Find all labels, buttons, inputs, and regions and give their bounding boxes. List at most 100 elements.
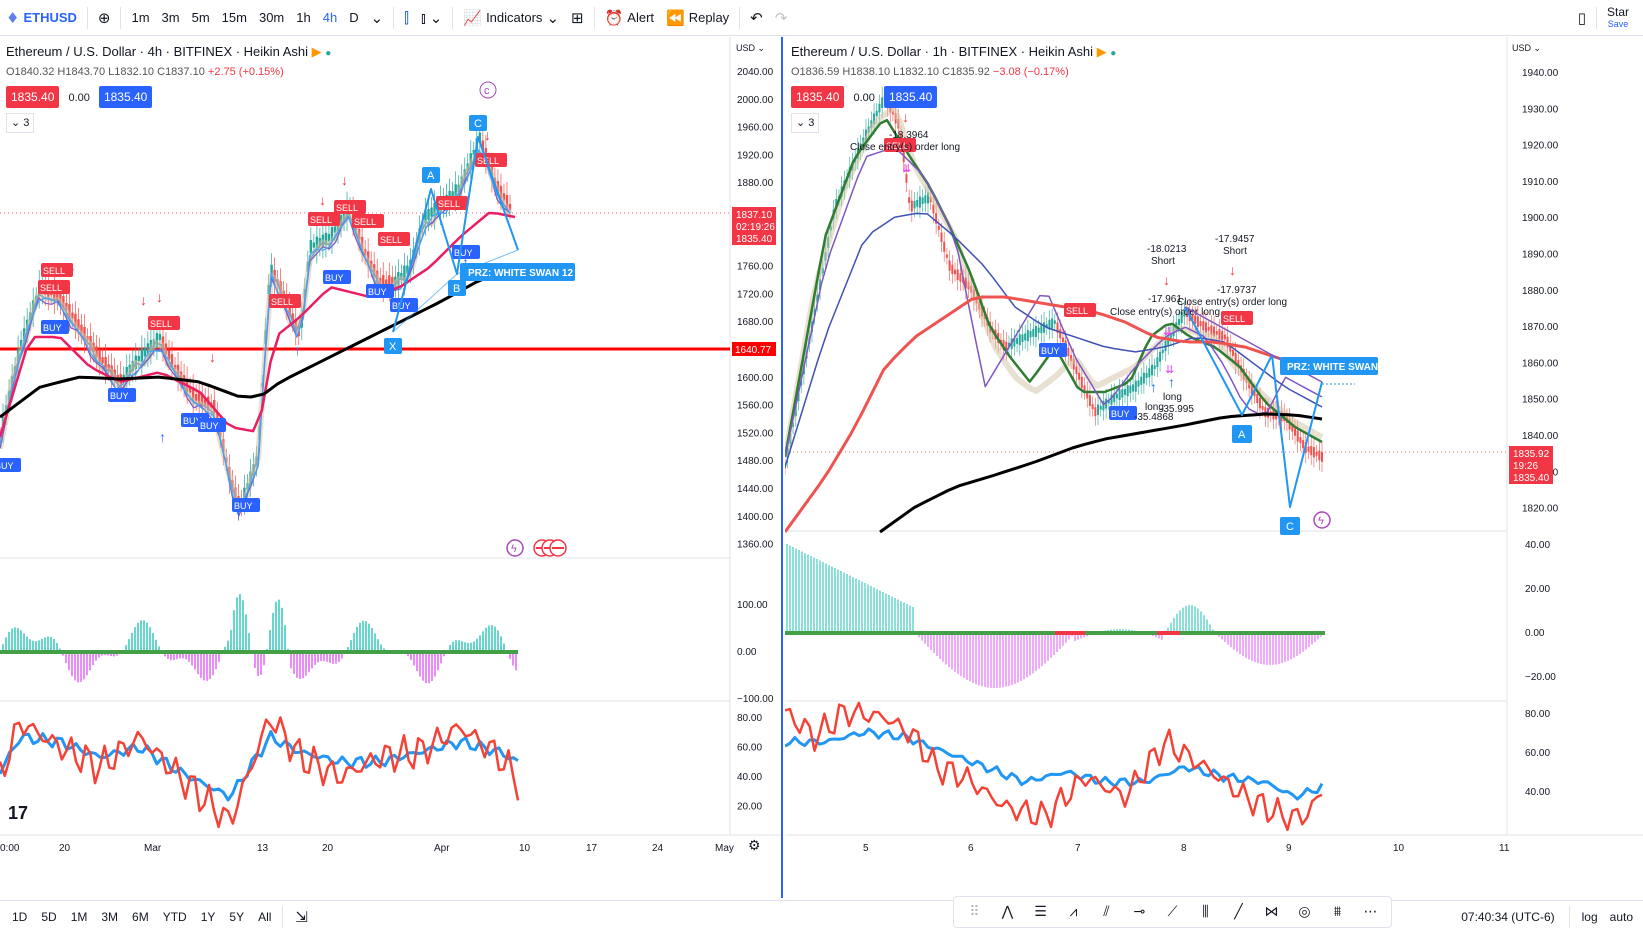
range-ytd[interactable]: YTD: [162, 909, 187, 924]
candle-body: [1037, 327, 1040, 333]
left-chart-pane[interactable]: USD ⌄ 2040.00 2000.00 1960.00 1920.00 1880.00…: [0, 37, 783, 898]
interval-4h[interactable]: 4h: [322, 10, 338, 25]
interval-5m[interactable]: 5m: [191, 10, 210, 25]
range-1y[interactable]: 1Y: [200, 909, 216, 924]
clock[interactable]: 07:40:34 (UTC-6): [1461, 909, 1555, 924]
candle-body: [481, 140, 485, 151]
right-chart-pane[interactable]: USD ⌄ 1940.00 1930.00 1920.00 1910.00 1900.00…: [785, 37, 1643, 898]
alert-button[interactable]: ⏰ Alert: [599, 0, 660, 36]
left-chart-canvas[interactable]: USD ⌄2040.002000.001960.001920.001880.00…: [0, 37, 783, 898]
up-arrow-icon: ↑: [235, 507, 242, 523]
line-tool-icon[interactable]: ╱: [1234, 904, 1243, 920]
goto-date-button[interactable]: ⇲: [295, 907, 308, 926]
xabcd-pattern-icon[interactable]: ⋀: [1001, 904, 1014, 920]
interval-1m[interactable]: 1m: [131, 10, 150, 25]
redo-button[interactable]: ↷: [769, 0, 794, 36]
candle-body: [71, 312, 74, 319]
oscillator-tick-label: 40.00: [1525, 540, 1550, 551]
candle-body: [954, 269, 957, 275]
trend-line-icon[interactable]: ⟋: [1167, 904, 1178, 920]
elliott-circle: [479, 81, 497, 99]
candle-body: [1258, 397, 1261, 409]
interval-15m[interactable]: 15m: [221, 10, 247, 25]
right-low: L1832.10: [893, 66, 940, 78]
fib-retracement-icon[interactable]: ☰: [1034, 904, 1047, 920]
save-button[interactable]: Star Save: [1601, 0, 1643, 36]
candle-body: [1083, 385, 1086, 392]
left-indicators-collapse[interactable]: ⌄ 3: [6, 113, 35, 133]
abcd-pattern-icon[interactable]: ⩘: [1069, 904, 1078, 920]
candle-body: [902, 151, 905, 163]
candle-body: [197, 392, 201, 406]
fib-channel-icon[interactable]: ⫽: [1103, 904, 1110, 920]
symbol-search[interactable]: ♦ ETHUSD: [0, 0, 83, 36]
price-tick-label: 1820.00: [1522, 504, 1559, 515]
drag-handle-icon[interactable]: ⠿: [969, 904, 980, 920]
range-1d[interactable]: 1D: [12, 909, 28, 924]
candle-body: [95, 346, 98, 358]
trade-close-label: Close entry(s) order long: [850, 142, 960, 153]
down-arrow-icon: ↓: [341, 172, 348, 188]
candle-body: [1091, 404, 1094, 410]
horizontal-ray-icon[interactable]: ⊸: [1133, 904, 1146, 920]
left-sell-price-button[interactable]: 1835.40: [6, 86, 60, 108]
interval-30m[interactable]: 30m: [258, 10, 285, 25]
head-shoulders-icon[interactable]: ⋈: [1264, 904, 1279, 920]
undo-button[interactable]: ↶: [744, 0, 769, 36]
layout-button[interactable]: ⊞: [565, 0, 590, 36]
candle-body: [1312, 447, 1315, 458]
indicators-label: Indicators: [486, 10, 543, 25]
range-5y[interactable]: 5Y: [229, 909, 245, 924]
candle-body: [333, 226, 337, 233]
sell-signal-marker: [41, 263, 73, 277]
candle-body: [1226, 336, 1229, 348]
auto-toggle[interactable]: auto: [1609, 909, 1633, 924]
range-5d[interactable]: 5D: [41, 909, 57, 924]
spiral-icon[interactable]: ◎: [1298, 904, 1311, 920]
candle-body: [1056, 322, 1059, 333]
candle-body: [1094, 407, 1097, 417]
right-buy-price-button[interactable]: 1835.40: [883, 86, 938, 108]
range-6m[interactable]: 6M: [132, 909, 149, 924]
log-toggle[interactable]: log: [1581, 909, 1598, 924]
bar-type-button[interactable]: ⫾ ⌄: [415, 0, 448, 36]
interval-d[interactable]: D: [349, 10, 359, 25]
price-tick-label: 1920.00: [1522, 141, 1559, 152]
candle-body: [472, 150, 475, 156]
candle-body: [167, 350, 171, 360]
bars-pattern-icon[interactable]: ⫼: [1202, 904, 1209, 920]
time-tick-label: May: [715, 843, 734, 854]
divider: [1568, 905, 1570, 928]
indicators-button[interactable]: 📈 Indicators ⌄: [457, 0, 565, 36]
left-buy-price-button[interactable]: 1835.40: [98, 86, 153, 108]
ma-long: [879, 412, 1323, 534]
candle-body: [315, 236, 319, 251]
trade-value-label: -17.961: [1148, 294, 1182, 305]
panel-toggle-button[interactable]: ▯: [1572, 0, 1592, 36]
down-arrow-icon: ↓: [156, 289, 163, 305]
candle-body: [213, 399, 216, 414]
fib-speed-icon[interactable]: ⩩: [1333, 904, 1342, 920]
right-indicators-collapse[interactable]: ⌄ 3: [791, 113, 820, 133]
more-tools-icon[interactable]: ⋯: [1363, 904, 1378, 920]
divider: [86, 6, 88, 29]
currency-label: USD ⌄: [736, 43, 765, 53]
interval-dropdown[interactable]: ⌄: [365, 0, 390, 36]
right-chart-canvas[interactable]: USD ⌄ 1940.00 1930.00 1920.00 1910.00 1900.00…: [785, 37, 1643, 898]
replay-button[interactable]: ⏪ Replay: [660, 0, 735, 36]
lightning-glyph: ϟ: [1318, 515, 1324, 527]
interval-1h[interactable]: 1h: [296, 10, 311, 25]
range-1m[interactable]: 1M: [70, 909, 88, 924]
right-spread: 0.00: [853, 92, 875, 104]
chart-type-button[interactable]: ⫿: [398, 0, 415, 36]
range-3m[interactable]: 3M: [101, 909, 119, 924]
harmonic-pattern-fill: [392, 249, 519, 333]
sell-signal-marker: [884, 138, 916, 152]
time-tick-label: 20: [322, 843, 334, 854]
compare-button[interactable]: ⊕: [92, 0, 117, 36]
range-all[interactable]: All: [258, 909, 272, 924]
interval-3m[interactable]: 3m: [161, 10, 180, 25]
right-sell-price-button[interactable]: 1835.40: [791, 86, 845, 108]
candle-body: [1302, 440, 1305, 449]
candle-body: [478, 132, 482, 143]
